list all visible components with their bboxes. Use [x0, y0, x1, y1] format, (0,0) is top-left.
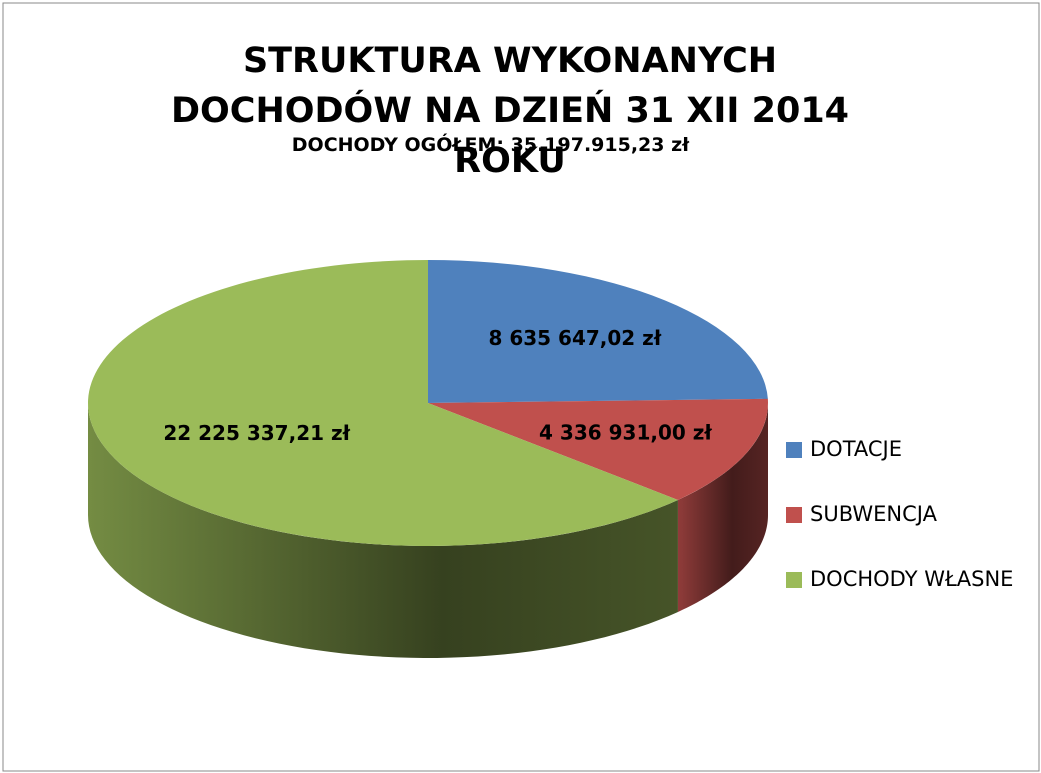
pie-side	[677, 403, 768, 612]
pie-side	[88, 403, 678, 658]
legend-swatch	[786, 442, 802, 458]
chart-subtitle: DOCHODY OGÓŁEM: 35.197.915,23 zł	[291, 134, 690, 156]
legend-swatch	[786, 507, 802, 523]
data-label: 8 635 647,02 zł	[488, 326, 661, 350]
legend-label: DOTACJE	[810, 437, 902, 461]
chart-title: STRUKTURA WYKONANYCH DOCHODÓW NA DZIEŃ 3…	[170, 41, 850, 181]
pie-slice	[428, 398, 769, 500]
pie-slice	[428, 260, 768, 403]
pie-slice	[88, 260, 678, 546]
data-label: 22 225 337,21 zł	[163, 421, 350, 445]
legend-label: SUBWENCJA	[810, 502, 938, 526]
legend-swatch	[786, 572, 802, 588]
legend-label: DOCHODY WŁASNE	[810, 567, 1013, 591]
data-label: 4 336 931,00 zł	[539, 421, 712, 445]
